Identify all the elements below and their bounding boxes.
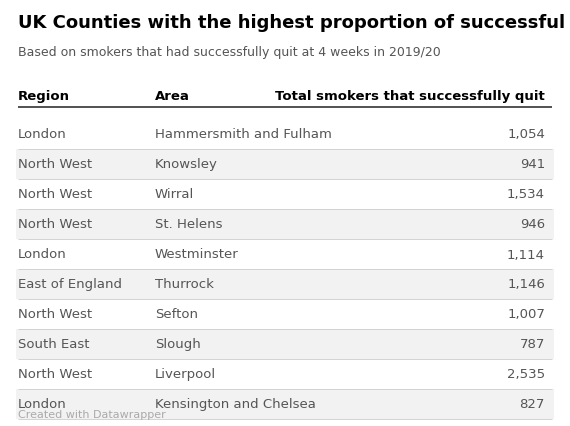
Text: North West: North West: [18, 368, 92, 380]
Text: Knowsley: Knowsley: [155, 158, 218, 171]
Text: London: London: [18, 248, 67, 261]
Text: Area: Area: [155, 90, 190, 103]
Bar: [16, 389, 554, 419]
Text: Based on smokers that had successfully quit at 4 weeks in 2019/20: Based on smokers that had successfully q…: [18, 46, 441, 59]
Text: South East: South East: [18, 338, 89, 351]
Text: Westminster: Westminster: [155, 248, 239, 261]
Text: Total smokers that successfully quit: Total smokers that successfully quit: [275, 90, 545, 103]
Text: North West: North West: [18, 308, 92, 321]
Text: Created with Datawrapper: Created with Datawrapper: [18, 409, 166, 419]
Text: Sefton: Sefton: [155, 308, 198, 321]
Text: East of England: East of England: [18, 278, 122, 291]
Bar: [16, 150, 554, 180]
Text: Kensington and Chelsea: Kensington and Chelsea: [155, 397, 316, 411]
Text: 1,534: 1,534: [507, 188, 545, 201]
Text: 1,114: 1,114: [507, 248, 545, 261]
Text: St. Helens: St. Helens: [155, 218, 222, 231]
Text: Liverpool: Liverpool: [155, 368, 216, 380]
Bar: [16, 299, 554, 329]
Bar: [16, 120, 554, 150]
Text: Region: Region: [18, 90, 70, 103]
Text: 1,007: 1,007: [507, 308, 545, 321]
Bar: [16, 210, 554, 239]
Bar: [16, 239, 554, 269]
Text: 941: 941: [520, 158, 545, 171]
Text: North West: North West: [18, 158, 92, 171]
Text: 1,146: 1,146: [507, 278, 545, 291]
Bar: [16, 329, 554, 359]
Text: North West: North West: [18, 218, 92, 231]
Text: UK Counties with the highest proportion of successful quitters: UK Counties with the highest proportion …: [18, 14, 570, 32]
Text: London: London: [18, 397, 67, 411]
Text: Wirral: Wirral: [155, 188, 194, 201]
Text: 2,535: 2,535: [507, 368, 545, 380]
Text: Thurrock: Thurrock: [155, 278, 214, 291]
Text: Slough: Slough: [155, 338, 201, 351]
Bar: [16, 269, 554, 299]
Text: 946: 946: [520, 218, 545, 231]
Text: 787: 787: [520, 338, 545, 351]
Bar: [16, 180, 554, 210]
Text: Hammersmith and Fulham: Hammersmith and Fulham: [155, 128, 332, 141]
Text: 827: 827: [520, 397, 545, 411]
Text: North West: North West: [18, 188, 92, 201]
Bar: [16, 359, 554, 389]
Text: 1,054: 1,054: [507, 128, 545, 141]
Text: London: London: [18, 128, 67, 141]
